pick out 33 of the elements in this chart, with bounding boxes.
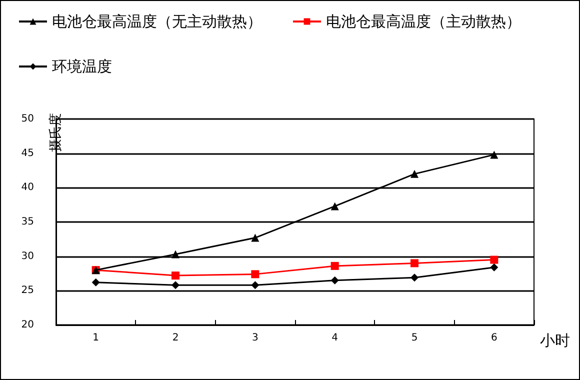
- x-tick-label: 6: [490, 332, 498, 344]
- legend-label: 电池仓最高温度（主动散热）: [326, 12, 521, 30]
- legend-label: 环境温度: [52, 58, 112, 76]
- point: [330, 276, 339, 284]
- point: [251, 281, 260, 290]
- point: [490, 263, 498, 272]
- point: [490, 150, 498, 159]
- x-tick-label: 5: [411, 332, 418, 344]
- point: [92, 278, 100, 286]
- point: [172, 250, 180, 258]
- y-tick-label: 45: [21, 148, 34, 159]
- y-tick-label: 20: [21, 320, 34, 330]
- point: [172, 281, 180, 290]
- y-tick-label: 50: [21, 114, 34, 124]
- x-axis-title: 小时: [540, 332, 570, 350]
- point: [410, 170, 418, 178]
- point: [490, 256, 498, 264]
- y-tick-label: 30: [21, 250, 34, 262]
- legend-label: 电池仓最高温度（无主动散热）: [52, 12, 262, 30]
- point: [251, 234, 260, 242]
- point: [330, 202, 339, 210]
- x-tick-label: 1: [92, 332, 100, 344]
- y-tick-label: 35: [21, 216, 34, 228]
- y-tick-label: 40: [21, 182, 34, 194]
- x-tick-label: 2: [172, 332, 179, 344]
- point: [330, 262, 339, 270]
- x-tick-label: 4: [332, 332, 338, 344]
- x-tick-label: 3: [252, 332, 258, 344]
- point: [410, 274, 418, 282]
- y-tick-label: 25: [21, 285, 34, 296]
- point: [251, 270, 260, 278]
- point: [410, 259, 418, 268]
- point: [172, 272, 180, 280]
